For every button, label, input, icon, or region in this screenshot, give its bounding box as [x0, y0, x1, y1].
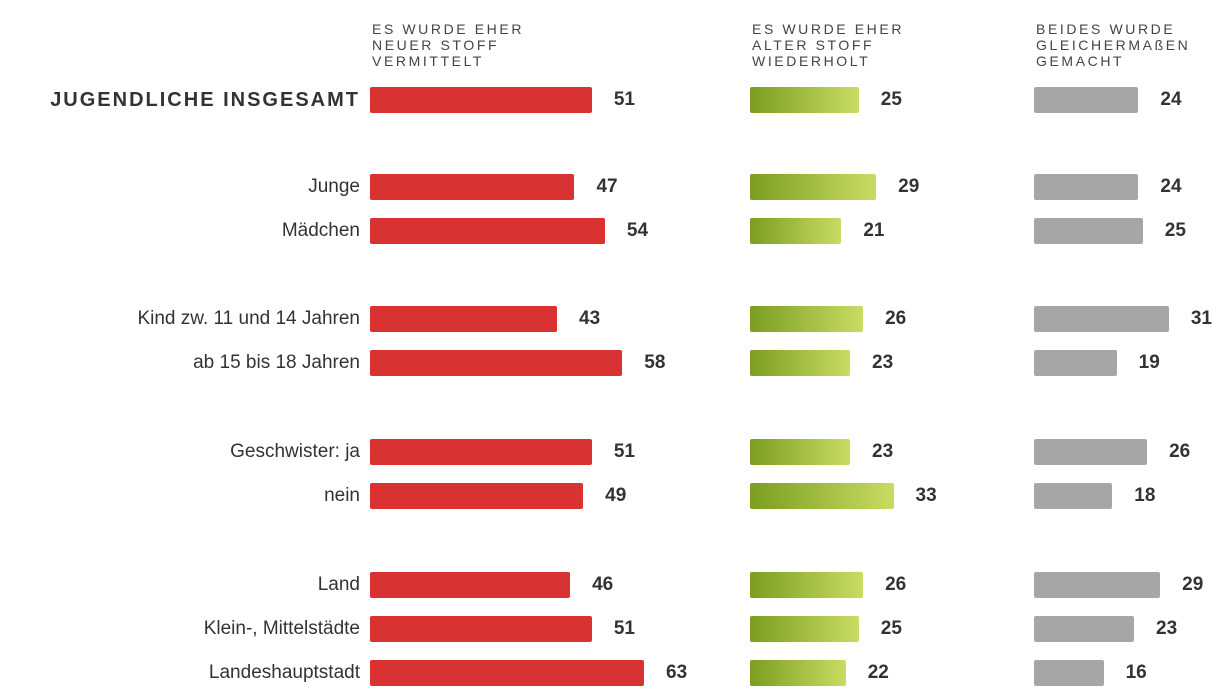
bar — [750, 439, 851, 465]
category-label: ab 15 bis 18 Jahren — [193, 352, 360, 373]
bar — [1034, 616, 1135, 642]
bar — [370, 350, 623, 376]
category-label: Land — [317, 574, 360, 595]
bar — [1034, 660, 1104, 686]
category-label: Junge — [308, 176, 360, 197]
category-label: Klein-, Mittelstädte — [203, 618, 360, 639]
value-label: 23 — [1156, 618, 1178, 639]
value-label: 23 — [872, 352, 894, 373]
value-label: 25 — [880, 89, 902, 110]
value-label: 22 — [867, 662, 889, 683]
bar — [370, 616, 592, 642]
value-label: 24 — [1160, 89, 1182, 110]
value-label: 54 — [626, 220, 649, 241]
value-label: 43 — [579, 308, 601, 329]
value-label: 63 — [666, 662, 688, 683]
bar — [750, 350, 851, 376]
value-label: 26 — [885, 574, 907, 595]
category-label: Kind zw. 11 und 14 Jahren — [137, 308, 360, 329]
category-label: Geschwister: ja — [230, 441, 360, 462]
bar — [370, 218, 605, 244]
bar — [370, 572, 571, 598]
bar — [1034, 87, 1139, 113]
value-label: 51 — [613, 618, 635, 639]
value-label: 21 — [863, 220, 885, 241]
value-label: 51 — [613, 441, 635, 462]
value-label: 29 — [1182, 574, 1204, 595]
category-label: JUGENDLICHE INSGESAMT — [50, 89, 360, 111]
bar — [1034, 174, 1139, 200]
category-label: nein — [324, 485, 360, 506]
bar — [370, 87, 592, 113]
bar — [1034, 350, 1117, 376]
bar — [750, 572, 864, 598]
series-header: ES WURDE EHER NEUER STOFF VERMITTELT — [372, 21, 525, 69]
value-label: 51 — [613, 89, 635, 110]
bar — [750, 660, 846, 686]
bar — [750, 306, 864, 332]
value-label: 25 — [1164, 220, 1186, 241]
bar — [750, 483, 894, 509]
bar — [370, 483, 584, 509]
value-label: 16 — [1125, 662, 1147, 683]
value-label: 33 — [915, 485, 937, 506]
bar — [750, 174, 877, 200]
value-label: 29 — [898, 176, 920, 197]
value-label: 19 — [1138, 352, 1160, 373]
bar — [370, 660, 645, 686]
series-header: BEIDES WURDE GLEICHERMAßEN GEMACHT — [1036, 21, 1191, 69]
bar — [750, 218, 842, 244]
value-label: 58 — [644, 352, 666, 373]
category-label: Landeshauptstadt — [208, 662, 360, 683]
value-label: 18 — [1134, 485, 1156, 506]
bar — [750, 616, 859, 642]
value-label: 26 — [885, 308, 907, 329]
category-label: Mädchen — [281, 220, 360, 241]
value-label: 31 — [1190, 308, 1212, 329]
value-label: 24 — [1160, 176, 1182, 197]
value-label: 25 — [880, 618, 902, 639]
bar — [1034, 572, 1161, 598]
bar — [1034, 439, 1148, 465]
value-label: 46 — [592, 574, 614, 595]
bar — [750, 87, 859, 113]
value-label: 26 — [1169, 441, 1191, 462]
bar — [370, 439, 592, 465]
value-label: 49 — [605, 485, 627, 506]
bar — [1034, 306, 1169, 332]
series-header: ES WURDE EHER ALTER STOFF WIEDERHOLT — [752, 21, 905, 69]
value-label: 23 — [872, 441, 894, 462]
value-label: 47 — [596, 176, 618, 197]
bar — [370, 306, 558, 332]
bar — [1034, 218, 1143, 244]
bar — [370, 174, 575, 200]
bar — [1034, 483, 1113, 509]
